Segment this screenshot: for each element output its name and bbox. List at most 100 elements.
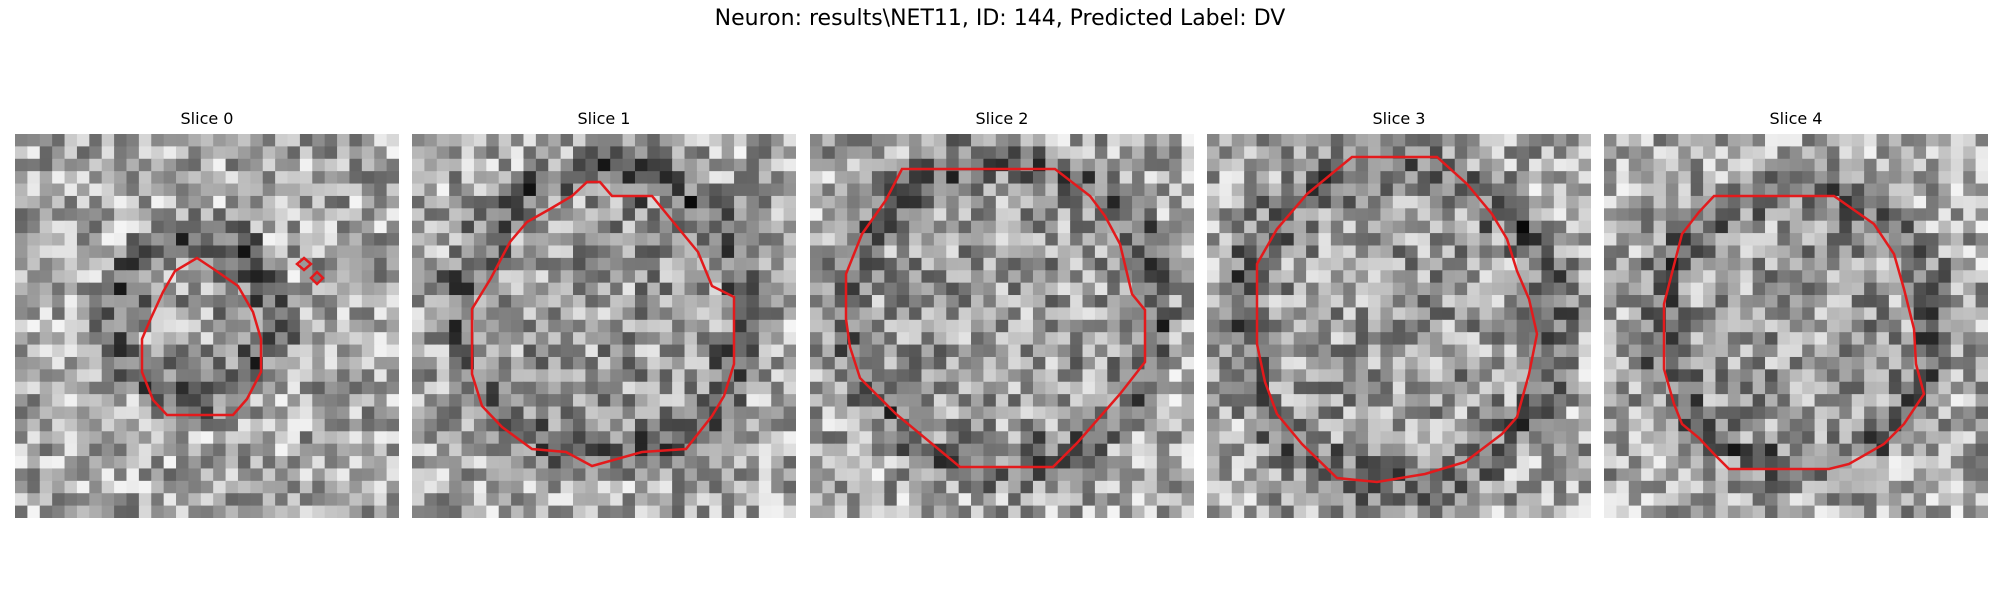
pixel xyxy=(933,394,947,408)
pixel xyxy=(995,344,1009,358)
pixel xyxy=(287,493,301,507)
pixel xyxy=(424,134,438,147)
pixel xyxy=(1318,406,1332,420)
pixel xyxy=(746,493,760,507)
pixel xyxy=(884,505,898,518)
pixel xyxy=(946,443,960,457)
pixel xyxy=(225,443,239,457)
pixel xyxy=(324,406,338,420)
pixel xyxy=(39,431,53,445)
pixel xyxy=(1653,171,1667,185)
pixel xyxy=(337,394,351,408)
pixel xyxy=(1765,344,1779,358)
pixel xyxy=(1975,245,1988,259)
pixel xyxy=(1553,183,1567,197)
pixel xyxy=(1740,171,1754,185)
pixel xyxy=(1008,220,1022,234)
pixel xyxy=(275,183,289,197)
pixel xyxy=(262,233,276,247)
pixel xyxy=(262,158,276,172)
pixel xyxy=(634,431,648,445)
pixel xyxy=(188,431,202,445)
pixel xyxy=(1727,295,1741,309)
pixel xyxy=(909,381,923,395)
pixel xyxy=(1516,505,1530,518)
pixel xyxy=(1256,220,1270,234)
pixel xyxy=(995,381,1009,395)
pixel xyxy=(138,134,152,147)
pixel xyxy=(709,468,723,482)
pixel xyxy=(1231,332,1245,346)
pixel xyxy=(412,183,425,197)
pixel xyxy=(1479,158,1493,172)
pixel xyxy=(39,468,53,482)
pixel xyxy=(15,369,28,383)
pixel xyxy=(1690,493,1704,507)
pixel xyxy=(39,332,53,346)
pixel xyxy=(709,183,723,197)
pixel xyxy=(1169,270,1183,284)
pixel xyxy=(995,208,1009,222)
pixel xyxy=(1293,245,1307,259)
pixel xyxy=(746,369,760,383)
pixel xyxy=(684,356,698,370)
pixel xyxy=(287,381,301,395)
pixel xyxy=(758,171,772,185)
pixel xyxy=(1876,282,1890,296)
pixel xyxy=(1343,295,1357,309)
pixel xyxy=(1119,369,1133,383)
pixel xyxy=(822,233,836,247)
pixel xyxy=(659,146,673,160)
pixel xyxy=(1119,171,1133,185)
pixel xyxy=(188,146,202,160)
pixel xyxy=(1715,233,1729,247)
pixel xyxy=(1392,418,1406,432)
pixel xyxy=(1752,233,1766,247)
pixel xyxy=(64,134,78,147)
pixel xyxy=(1169,220,1183,234)
pixel xyxy=(1045,307,1059,321)
pixel xyxy=(237,493,251,507)
pixel xyxy=(1207,146,1220,160)
pixel xyxy=(1926,418,1940,432)
pixel xyxy=(1926,171,1940,185)
pixel xyxy=(834,183,848,197)
pixel xyxy=(449,406,463,420)
pixel xyxy=(1641,480,1655,494)
pixel xyxy=(1306,220,1320,234)
pixel xyxy=(684,195,698,209)
pixel xyxy=(1293,456,1307,470)
pixel xyxy=(1926,394,1940,408)
pixel xyxy=(709,369,723,383)
pixel xyxy=(1256,394,1270,408)
pixel xyxy=(859,332,873,346)
pixel xyxy=(1789,381,1803,395)
pixel xyxy=(896,183,910,197)
pixel xyxy=(1740,307,1754,321)
pixel xyxy=(1219,146,1233,160)
pixel xyxy=(1851,406,1865,420)
pixel xyxy=(721,171,735,185)
pixel xyxy=(746,307,760,321)
pixel xyxy=(1616,220,1630,234)
pixel xyxy=(1839,183,1853,197)
pixel xyxy=(1429,356,1443,370)
pixel xyxy=(126,332,140,346)
pixel xyxy=(1405,257,1419,271)
pixel xyxy=(1876,493,1890,507)
pixel xyxy=(946,369,960,383)
pixel xyxy=(1119,295,1133,309)
pixel xyxy=(1752,134,1766,147)
pixel xyxy=(1144,134,1158,147)
pixel xyxy=(585,332,599,346)
pixel xyxy=(361,456,375,470)
pixel xyxy=(758,307,772,321)
pixel xyxy=(810,418,823,432)
pixel xyxy=(1306,245,1320,259)
pixel xyxy=(1368,468,1382,482)
pixel xyxy=(1330,257,1344,271)
pixel xyxy=(1045,493,1059,507)
pixel xyxy=(971,171,985,185)
pixel xyxy=(1913,233,1927,247)
pixel xyxy=(560,394,574,408)
